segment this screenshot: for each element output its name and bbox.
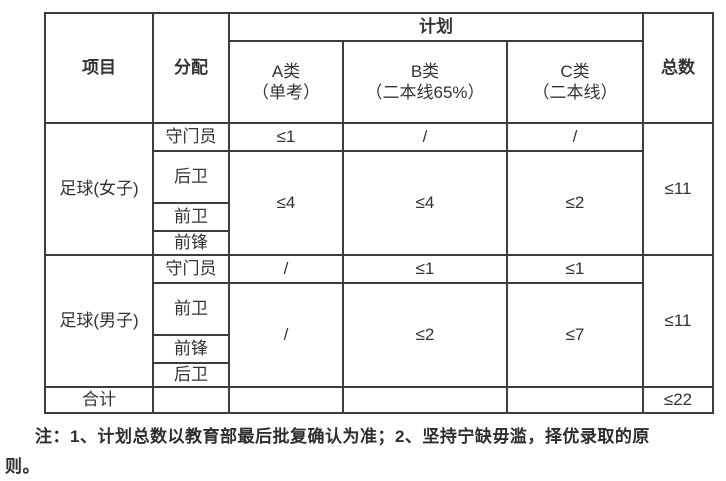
empty-cell-a xyxy=(228,386,344,414)
header-category-a-cell: A类 （单考） xyxy=(228,40,344,124)
header-allocation-cell: 分配 xyxy=(152,12,230,124)
women-forward-position-cell: 前锋 xyxy=(152,230,230,256)
men-midfielder-row: 前卫 / ≤2 ≤7 xyxy=(45,282,713,388)
header-total-cell: 总数 xyxy=(642,12,714,124)
category-a-label: A类 xyxy=(271,61,301,81)
women-midfielder-row: 前卫 xyxy=(45,202,713,232)
grand-total-row: 合计 ≤22 xyxy=(44,386,714,414)
header-category-c-cell: C类 （二本线） xyxy=(506,40,644,124)
recruitment-plan-table: 项目 分配 计划 总数 A类 （单考） B类 （二本线65%） C类 （二本线） xyxy=(44,12,714,414)
category-a-sublabel: （单考） xyxy=(252,83,320,102)
men-merged-b-value: ≤2 xyxy=(342,282,508,388)
women-merged-a-value: ≤4 xyxy=(228,150,344,256)
empty-cell-c xyxy=(506,386,644,414)
category-b-label: B类 xyxy=(410,61,440,81)
men-section-label-cell: 足球(男子) xyxy=(44,254,154,388)
category-c-label: C类 xyxy=(560,61,590,81)
women-goalkeeper-a-value: ≤1 xyxy=(228,122,344,152)
recruitment-plan-table-wrap: 项目 分配 计划 总数 A类 （单考） B类 （二本线65%） C类 （二本线） xyxy=(44,12,714,414)
footnote-line-1: 注：1、计划总数以教育部最后批复确认为准；2、坚持宁缺毋滥，择优录取的原 xyxy=(35,427,650,446)
men-merged-a-value: / xyxy=(228,282,344,388)
women-merged-c-value: ≤2 xyxy=(506,150,644,256)
header-row-1: 项目 分配 计划 总数 xyxy=(44,12,714,124)
women-midfielder-position-cell: 前卫 xyxy=(152,202,230,232)
footnote: 注：1、计划总数以教育部最后批复确认为准；2、坚持宁缺毋滥，择优录取的原 则。 xyxy=(5,422,721,481)
women-goalkeeper-row: 足球(女子) 守门员 ≤1 / / ≤11 xyxy=(44,122,714,256)
men-forward-row: 前锋 xyxy=(45,334,713,364)
men-midfielder-position-cell: 前卫 xyxy=(152,282,230,336)
footnote-line-2: 则。 xyxy=(5,457,40,476)
men-defender-position-cell: 后卫 xyxy=(152,362,230,388)
women-defender-row: 后卫 ≤4 ≤4 ≤2 xyxy=(45,150,713,256)
men-merged-c-value: ≤7 xyxy=(506,282,644,388)
men-goalkeeper-b-value: ≤1 xyxy=(342,254,508,284)
women-section-label-cell: 足球(女子) xyxy=(44,122,154,256)
men-goalkeeper-c-value: ≤1 xyxy=(506,254,644,284)
women-goalkeeper-c-value: / xyxy=(506,122,644,152)
men-total-value: ≤11 xyxy=(642,254,714,388)
grand-total-value: ≤22 xyxy=(642,386,714,414)
men-goalkeeper-a-value: / xyxy=(228,254,344,284)
header-project-cell: 项目 xyxy=(44,12,154,124)
women-total-value: ≤11 xyxy=(642,122,714,256)
men-goalkeeper-row: 足球(男子) 守门员 / ≤1 ≤1 ≤11 xyxy=(44,254,714,388)
men-forward-position-cell: 前锋 xyxy=(152,334,230,364)
category-c-sublabel: （二本线） xyxy=(532,83,618,102)
header-category-b-cell: B类 （二本线65%） xyxy=(342,40,508,124)
header-row-2: A类 （单考） B类 （二本线65%） C类 （二本线） xyxy=(45,40,713,124)
header-plan-cell: 计划 xyxy=(228,12,644,42)
grand-total-label-cell: 合计 xyxy=(44,386,154,414)
men-defender-row: 后卫 xyxy=(45,362,713,388)
category-b-sublabel: （二本线65%） xyxy=(365,83,485,102)
women-goalkeeper-b-value: / xyxy=(342,122,508,152)
empty-cell-allocation xyxy=(152,386,230,414)
women-goalkeeper-position-cell: 守门员 xyxy=(152,122,230,152)
women-merged-b-value: ≤4 xyxy=(342,150,508,256)
men-goalkeeper-position-cell: 守门员 xyxy=(152,254,230,284)
empty-cell-b xyxy=(342,386,508,414)
women-forward-row: 前锋 xyxy=(45,230,713,256)
women-defender-position-cell: 后卫 xyxy=(152,150,230,204)
